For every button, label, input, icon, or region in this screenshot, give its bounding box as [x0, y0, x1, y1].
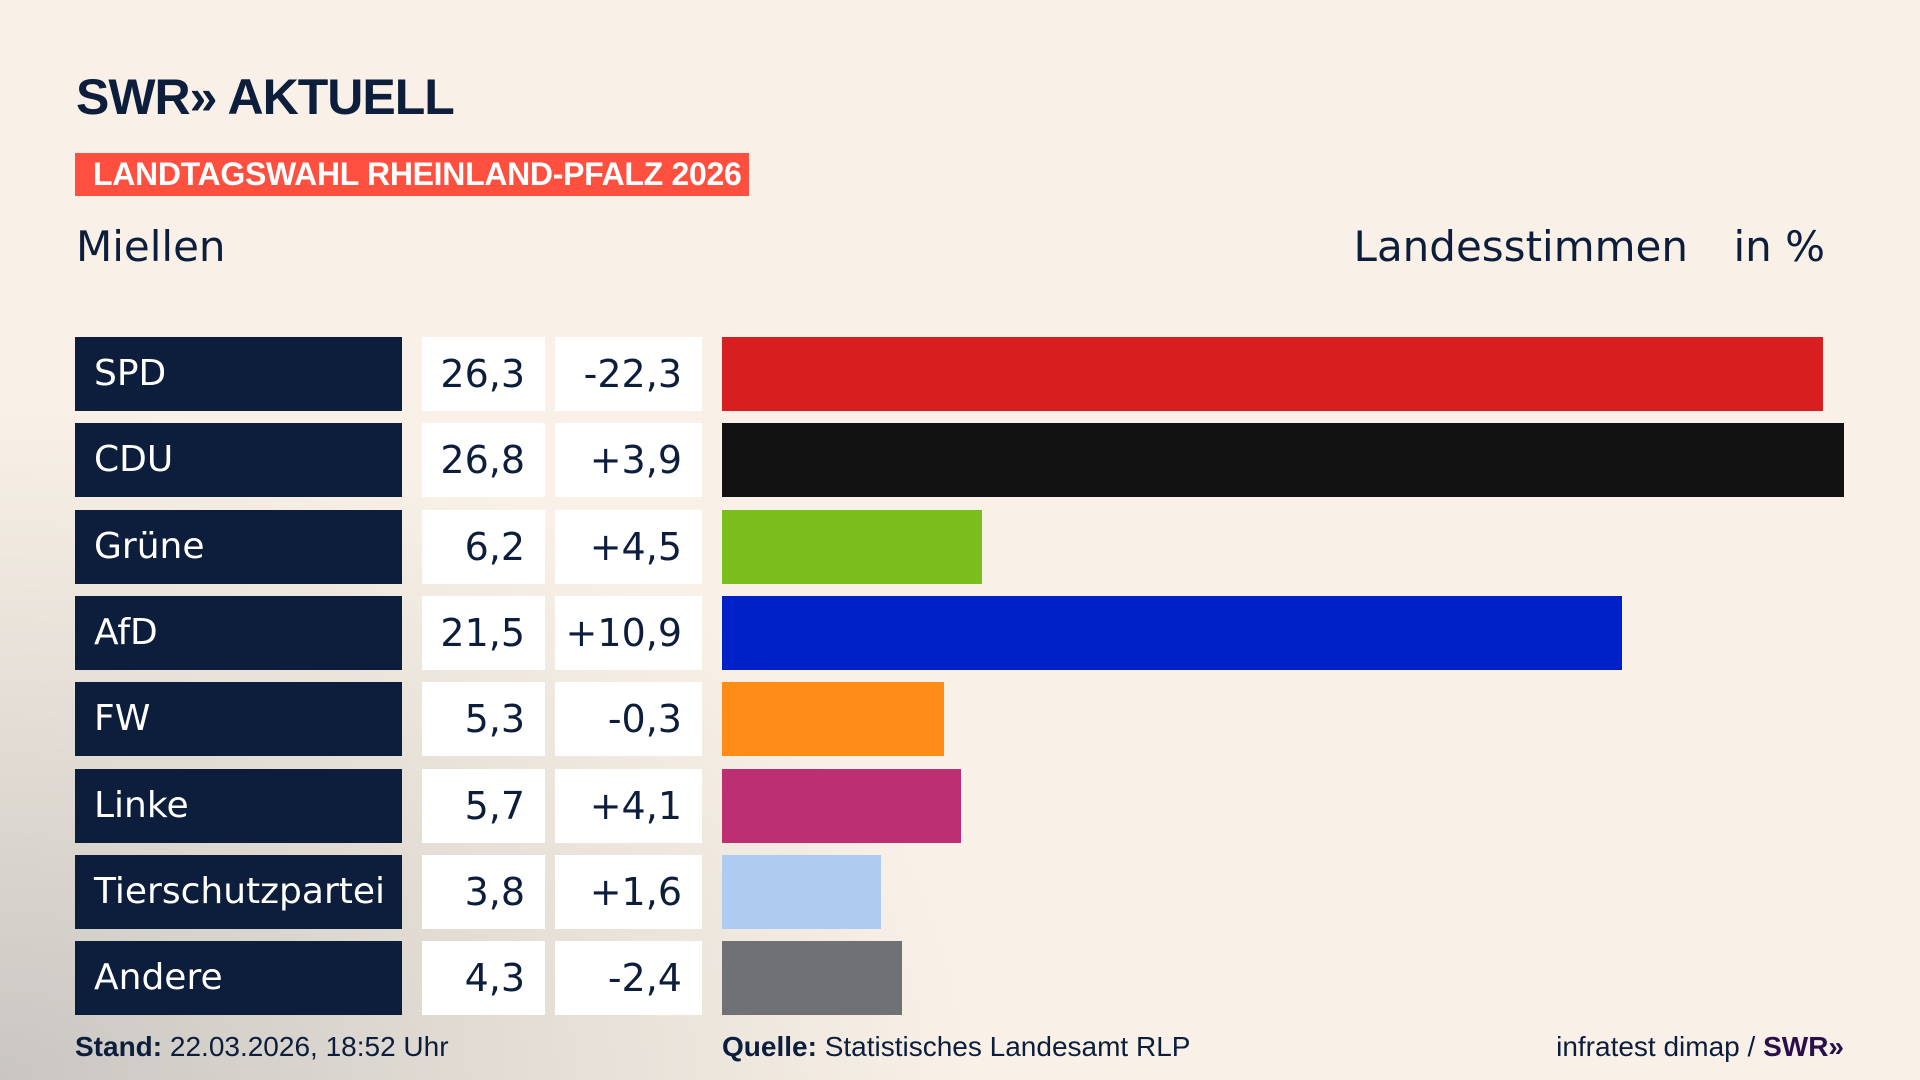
- party-name: Grüne: [75, 509, 402, 584]
- value-label: 5,7: [422, 768, 545, 843]
- place-title: Miellen: [76, 222, 226, 271]
- bar-afd: [722, 595, 1623, 670]
- party-name: AfD: [75, 595, 402, 670]
- diff-label: -0,3: [555, 682, 702, 757]
- diff-label: +4,1: [555, 768, 702, 843]
- party-name: FW: [75, 682, 402, 757]
- bar-andere: [722, 941, 903, 1016]
- source-label: Quelle:: [722, 1031, 817, 1062]
- diff-label: +3,9: [555, 423, 702, 498]
- diff-label: -22,3: [555, 337, 702, 411]
- bar-grüne: [722, 509, 982, 584]
- source-value: Statistisches Landesamt RLP: [824, 1031, 1191, 1062]
- vote-type-label: Landesstimmen: [1353, 222, 1688, 271]
- value-label: 26,8: [422, 423, 545, 498]
- value-label: 4,3: [422, 941, 545, 1016]
- bar-tierschutzpartei: [722, 854, 882, 929]
- bar-fw: [722, 682, 944, 757]
- bar-cdu: [722, 423, 1844, 498]
- unit-label: in %: [1733, 222, 1825, 271]
- swr-logo: SWR»: [1763, 1031, 1844, 1062]
- diff-label: +4,5: [555, 509, 702, 584]
- diff-label: +10,9: [555, 595, 702, 670]
- stand-info: Stand: 22.03.2026, 18:52 Uhr: [75, 1031, 449, 1063]
- credit-text: infratest dimap /: [1556, 1031, 1764, 1062]
- stand-label: Stand:: [75, 1031, 163, 1062]
- source-info: Quelle: Statistisches Landesamt RLP: [722, 1031, 1190, 1063]
- credit: infratest dimap / SWR»: [1556, 1031, 1844, 1063]
- party-name: SPD: [75, 337, 402, 411]
- party-name: Tierschutzpartei: [75, 854, 402, 929]
- election-banner: LANDTAGSWAHL RHEINLAND-PFALZ 2026: [75, 153, 749, 196]
- party-name: CDU: [75, 423, 402, 498]
- value-label: 6,2: [422, 509, 545, 584]
- diff-label: +1,6: [555, 854, 702, 929]
- bar-spd: [722, 337, 1824, 411]
- bar-linke: [722, 768, 961, 843]
- swr-aktuell-logo: SWR» AKTUELL: [76, 69, 455, 125]
- party-name: Linke: [75, 768, 402, 843]
- diff-label: -2,4: [555, 941, 702, 1016]
- value-label: 21,5: [422, 595, 545, 670]
- value-label: 3,8: [422, 854, 545, 929]
- stand-value: 22.03.2026, 18:52 Uhr: [169, 1031, 449, 1062]
- party-name: Andere: [75, 941, 402, 1016]
- value-label: 5,3: [422, 682, 545, 757]
- value-label: 26,3: [422, 337, 545, 411]
